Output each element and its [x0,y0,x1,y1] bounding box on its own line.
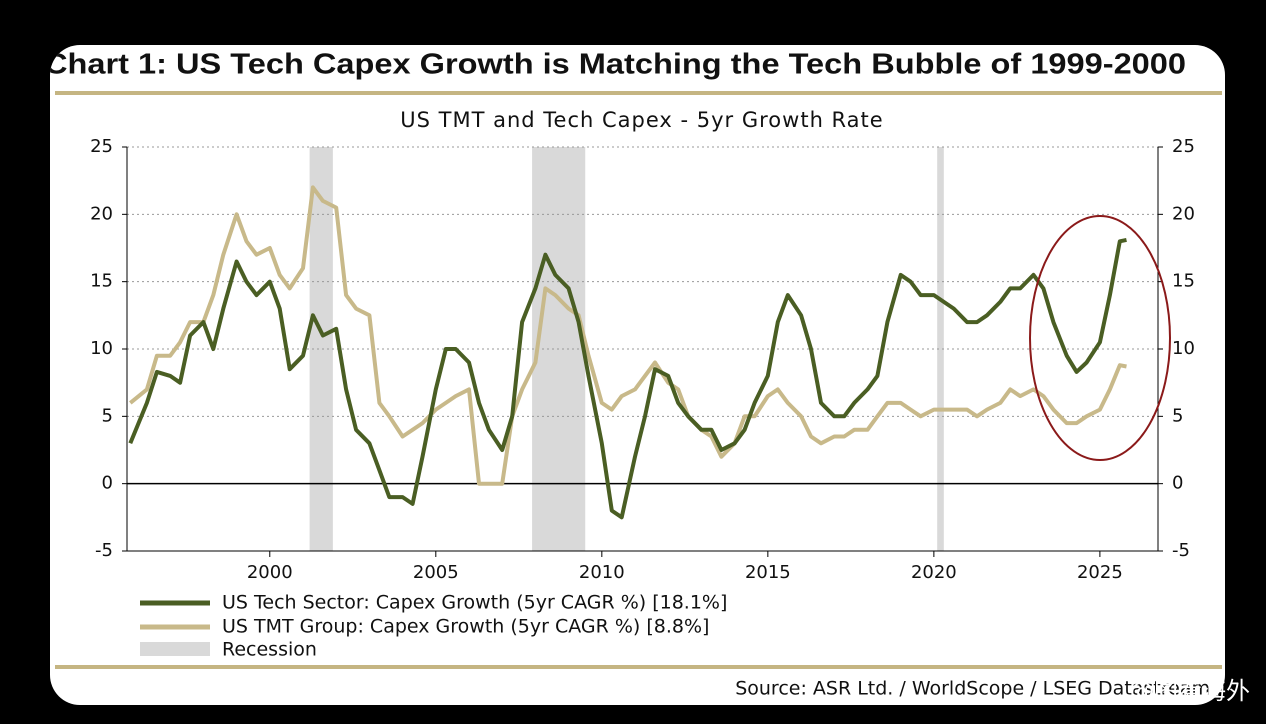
y-tick-label: 10 [90,338,113,359]
legend-swatch [140,642,210,656]
watermark: @图看海外 [1130,677,1250,705]
highlight-ellipse [1029,215,1171,461]
y-tick-label: 5 [102,405,113,426]
y-tick-label: -5 [95,540,113,561]
y-tick-label: 15 [90,271,113,292]
legend-label: US TMT Group: Capex Growth (5yr CAGR %) … [222,616,709,638]
chart-subtitle: US TMT and Tech Capex - 5yr Growth Rate [400,108,883,132]
y2-tick-label: -5 [1172,540,1190,561]
recession-band [937,147,944,551]
x-tick-label: 2015 [745,562,791,583]
source: Source: ASR Ltd. / WorldScope / LSEG Dat… [735,678,1210,700]
chart-title: Chart 1: US Tech Capex Growth is Matchin… [44,49,1186,81]
x-tick-label: 2025 [1077,562,1123,583]
x-tick-label: 2005 [413,562,459,583]
x-tick-label: 2020 [911,562,957,583]
y2-tick-label: 5 [1172,405,1183,426]
recession-band [309,147,333,551]
y-tick-label: 25 [90,136,113,157]
card-content: Chart 1: US Tech Capex Growth is Matchin… [44,49,1186,81]
y2-tick-label: 15 [1172,271,1195,292]
y2-tick-label: 0 [1172,473,1183,494]
card [50,45,1225,705]
series-line [128,237,1127,520]
legend-label: Recession [222,639,317,661]
x-tick-label: 2000 [247,562,293,583]
y-tick-label: 0 [102,473,113,494]
legend-label: US Tech Sector: Capex Growth (5yr CAGR %… [222,592,727,614]
y2-tick-label: 10 [1172,338,1195,359]
y-tick-label: 20 [90,203,113,224]
series-line [129,185,1127,486]
y2-tick-label: 20 [1172,203,1195,224]
y2-tick-label: 25 [1172,136,1195,157]
x-tick-label: 2010 [579,562,625,583]
